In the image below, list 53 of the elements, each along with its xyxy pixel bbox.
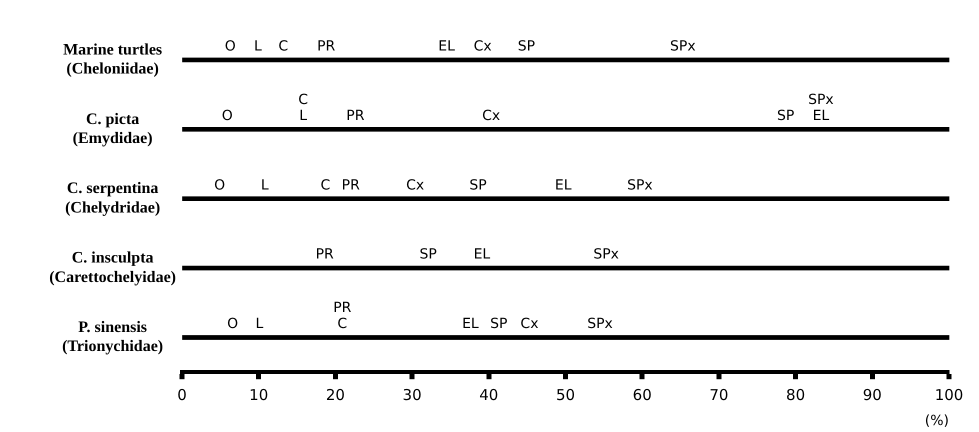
x-tick-label: 20: [326, 386, 345, 404]
annotation: L: [254, 38, 262, 55]
y-tick-label: P. sinensis (Trionychidae): [62, 319, 164, 356]
y-tick-label: Marine turtles (Cheloniidae): [63, 41, 162, 78]
annotation: Cx: [482, 108, 500, 124]
annotation: PR: [316, 246, 334, 263]
annotation: SP: [469, 177, 487, 194]
annotation: C: [320, 177, 331, 194]
annotation: EL: [474, 246, 490, 263]
annotation: SP: [518, 38, 536, 55]
y-tick-label: C. picta (Emydidae): [72, 110, 153, 148]
x-tick-label: 0: [177, 386, 187, 404]
x-tick-label: 80: [786, 386, 806, 404]
x-tick-label: 50: [556, 386, 576, 404]
x-axis-title: (%): [924, 413, 949, 430]
annotation: SP: [776, 108, 794, 124]
annotation: L: [256, 316, 264, 332]
annotation: C: [298, 92, 308, 108]
annotation: PR: [346, 108, 365, 124]
x-tick-label: 70: [709, 386, 728, 404]
annotation: EL: [812, 108, 830, 124]
y-tick-label: C. serpentina (Chelydridae): [65, 180, 160, 216]
annotation: O: [214, 177, 226, 194]
annotation: O: [224, 38, 236, 55]
annotation: PR: [317, 38, 336, 55]
annotation: EL: [554, 177, 572, 194]
x-tick-label: 40: [479, 386, 498, 404]
annotation: SP: [490, 316, 508, 332]
x-tick-label: 10: [249, 386, 268, 404]
annotation: SPx: [627, 177, 653, 194]
annotation: O: [227, 316, 238, 332]
annotation: Cx: [474, 38, 492, 55]
annotation: SPx: [670, 38, 696, 55]
annotation: PR: [342, 177, 360, 194]
x-tick-label: 90: [862, 386, 882, 404]
annotation: EL: [438, 38, 456, 55]
annotation: Cx: [406, 177, 424, 194]
y-tick-label: C. insculpta (Carettochelyidae): [49, 250, 176, 286]
annotation: Cx: [520, 316, 538, 332]
annotation: C: [278, 38, 288, 55]
x-tick-label: 30: [402, 386, 422, 404]
annotation: C: [337, 316, 348, 332]
x-tick-label: 60: [632, 386, 652, 404]
annotation: SPx: [587, 316, 613, 332]
annotation: SPx: [593, 246, 619, 263]
annotation: EL: [462, 316, 479, 332]
x-tick-label: 100: [934, 386, 964, 404]
annotation: L: [299, 108, 308, 124]
annotation: PR: [333, 300, 352, 316]
annotation: SPx: [808, 92, 834, 108]
annotation: SP: [420, 246, 437, 263]
annotation: O: [222, 108, 233, 124]
annotation: L: [260, 177, 269, 194]
